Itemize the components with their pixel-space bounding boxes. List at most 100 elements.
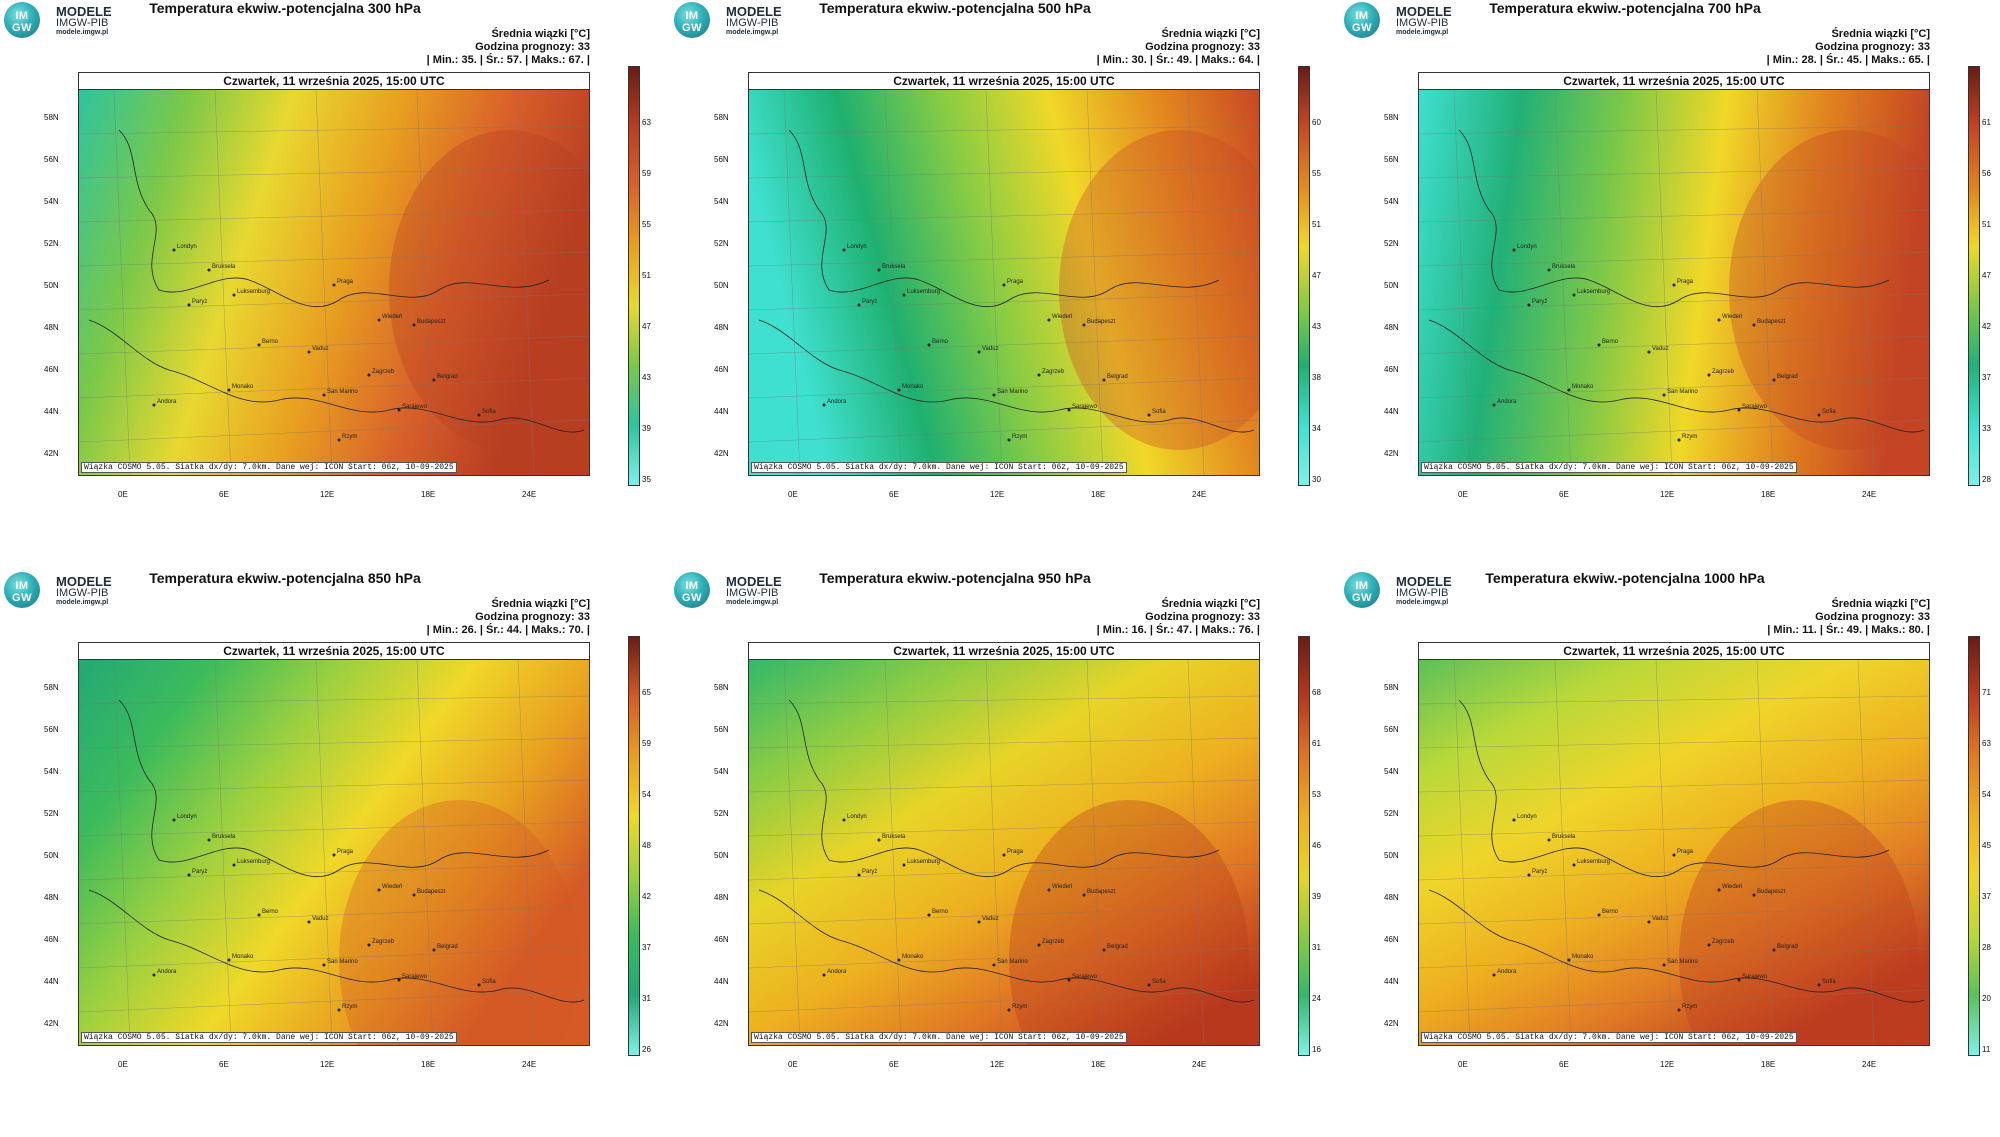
latitude-line <box>749 821 1259 837</box>
city-label: Luksemburg <box>237 859 270 865</box>
city-marker <box>227 388 231 392</box>
stats-block: Średnia wiązki [°C] Godzina prognozy: 33 |… <box>427 598 590 637</box>
lon-label: 18E <box>1761 1060 1776 1069</box>
city-label: San Marino <box>997 959 1028 965</box>
temperature-field <box>749 90 1259 475</box>
field-fill <box>79 90 589 475</box>
longitude-line <box>985 90 1003 475</box>
city-label: San Marino <box>1667 389 1698 395</box>
city-marker <box>1547 268 1551 272</box>
lon-label: 18E <box>1091 490 1106 499</box>
city-label: Sofia <box>482 979 496 985</box>
logo-text: IM GW <box>12 10 32 34</box>
model-footer: Wiązka COSMO 5.05. Siatka dx/dy: 7.0km. … <box>1421 1032 1797 1043</box>
lat-label: 58N <box>44 113 59 122</box>
city-marker <box>1817 413 1821 417</box>
city-label: Wiedeń <box>1722 314 1742 320</box>
latitude-line <box>79 821 589 837</box>
city-marker <box>1007 438 1011 442</box>
lat-label: 44N <box>714 977 729 986</box>
latitude-line <box>79 947 589 969</box>
longitude-line <box>1453 90 1471 475</box>
colorbar-tick: 63 <box>642 118 651 127</box>
city-label: Rzym <box>1682 434 1697 440</box>
longitude-line <box>1187 660 1205 1045</box>
city-marker <box>1672 853 1676 857</box>
map-frame: Czwartek, 11 września 2025, 15:00 UTC Lon… <box>748 72 1260 476</box>
colorbar-tick: 51 <box>1312 220 1321 229</box>
colorbar-tick: 47 <box>1982 271 1991 280</box>
lon-label: 24E <box>1192 490 1207 499</box>
city-marker <box>257 343 261 347</box>
lon-label: 12E <box>320 1060 335 1069</box>
city-label: Budapeszt <box>1757 319 1786 325</box>
valid-date: Czwartek, 11 września 2025, 15:00 UTC <box>1419 643 1929 660</box>
city-marker <box>857 873 861 877</box>
city-marker <box>187 303 191 307</box>
city-marker <box>322 963 326 967</box>
colorbar-tick: 59 <box>642 169 651 178</box>
city-label: Sarajewo <box>1072 404 1098 410</box>
map-frame: Czwartek, 11 września 2025, 15:00 UTC Lon… <box>1418 72 1930 476</box>
valid-date: Czwartek, 11 września 2025, 15:00 UTC <box>749 73 1259 90</box>
lat-label: 44N <box>714 407 729 416</box>
colorbar-tick: 59 <box>642 739 651 748</box>
colorbar-tick: 53 <box>1312 790 1321 799</box>
brand-url: modele.imgw.pl <box>726 599 779 606</box>
map-panel: IM GW MODELE IMGW-PIB modele.imgw.pl Tempera… <box>0 570 660 1130</box>
city-marker <box>897 958 901 962</box>
lat-label: 42N <box>1384 449 1399 458</box>
city-label: Wiedeń <box>382 884 402 890</box>
lat-label: 52N <box>714 809 729 818</box>
longitude-line <box>214 660 232 1045</box>
field-fill <box>1419 660 1929 1045</box>
latitude-line <box>749 947 1259 969</box>
lat-label: 42N <box>1384 1019 1399 1028</box>
city-marker <box>412 323 416 327</box>
city-label: Paryż <box>1532 299 1547 305</box>
lat-label: 52N <box>44 239 59 248</box>
city-marker <box>1512 248 1516 252</box>
city-label: Monako <box>1572 954 1594 960</box>
lat-label: 46N <box>44 365 59 374</box>
city-label: Rzym <box>342 1004 357 1010</box>
latitude-line <box>1419 251 1929 267</box>
stats-heading: Średnia wiązki [°C] <box>491 28 590 40</box>
city-marker <box>332 283 336 287</box>
model-footer: Wiązka COSMO 5.05. Siatka dx/dy: 7.0km. … <box>751 1032 1127 1043</box>
brand-url: modele.imgw.pl <box>1396 599 1449 606</box>
city-label: Vaduz <box>982 916 999 922</box>
lat-label: 48N <box>44 893 59 902</box>
brand-org: IMGW-PIB <box>1396 17 1449 29</box>
city-marker <box>1662 963 1666 967</box>
longitude-line <box>1554 90 1572 475</box>
logo-text: IM GW <box>1352 580 1372 604</box>
model-footer: Wiązka COSMO 5.05. Siatka dx/dy: 7.0km. … <box>1421 462 1797 473</box>
city-label: Vaduz <box>982 346 999 352</box>
city-label: Berno <box>932 339 949 345</box>
lon-label: 6E <box>1559 490 1569 499</box>
latitude-line <box>749 863 1259 881</box>
city-marker <box>842 818 846 822</box>
colorbar-tick: 24 <box>1312 994 1321 1003</box>
colorbar-tick: 39 <box>642 424 651 433</box>
latitude-line <box>1419 905 1929 925</box>
latitude-line <box>1419 419 1929 443</box>
lon-label: 12E <box>990 1060 1005 1069</box>
brand-name: MODELE <box>56 574 112 589</box>
lon-label: 18E <box>1091 1060 1106 1069</box>
lon-label: 12E <box>990 490 1005 499</box>
city-label: Andora <box>1497 969 1517 975</box>
city-label: Berno <box>1602 909 1619 915</box>
map-frame: Czwartek, 11 września 2025, 15:00 UTC Lon… <box>1418 642 1930 1046</box>
city-label: Paryż <box>192 299 207 305</box>
city-marker <box>1082 893 1086 897</box>
valid-date: Czwartek, 11 września 2025, 15:00 UTC <box>79 643 589 660</box>
city-label: Luksemburg <box>237 289 270 295</box>
city-marker <box>1082 323 1086 327</box>
city-label: Monako <box>902 954 924 960</box>
lon-label: 0E <box>118 490 128 499</box>
lat-label: 44N <box>1384 407 1399 416</box>
lon-label: 0E <box>118 1060 128 1069</box>
city-marker <box>1547 838 1551 842</box>
